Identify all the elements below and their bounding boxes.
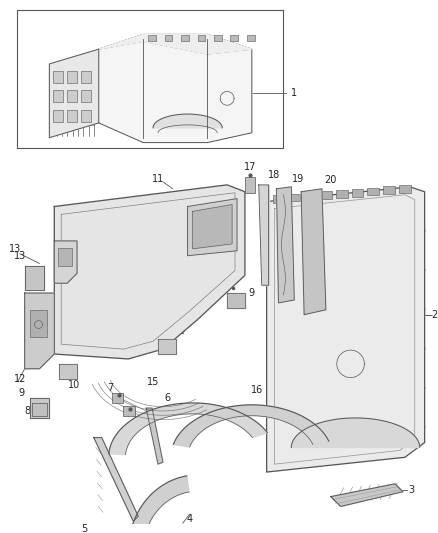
Polygon shape (30, 398, 49, 418)
Text: 16: 16 (251, 385, 263, 395)
Bar (53, 110, 63, 122)
Bar (148, 35, 156, 41)
Polygon shape (94, 438, 138, 521)
Bar (352, 189, 364, 197)
Bar (383, 187, 395, 195)
Bar (124, 406, 135, 416)
Polygon shape (32, 403, 47, 416)
Text: 10: 10 (68, 381, 80, 391)
Bar (304, 192, 316, 200)
Text: 14: 14 (79, 226, 91, 236)
Text: 18: 18 (268, 170, 281, 180)
Text: 9: 9 (249, 288, 255, 298)
Polygon shape (267, 187, 424, 472)
Text: 17: 17 (244, 162, 256, 172)
Polygon shape (259, 185, 268, 285)
Bar (245, 177, 255, 193)
Bar (247, 35, 255, 41)
Polygon shape (193, 205, 232, 249)
Polygon shape (54, 185, 245, 359)
Polygon shape (158, 340, 176, 354)
Bar (30, 310, 47, 337)
Bar (81, 91, 91, 102)
Polygon shape (301, 189, 326, 314)
Polygon shape (49, 49, 99, 138)
Bar (288, 193, 300, 201)
Text: 6: 6 (165, 393, 171, 403)
Text: 7: 7 (107, 383, 114, 393)
Bar (198, 35, 205, 41)
Bar (272, 195, 284, 203)
Polygon shape (99, 35, 252, 54)
Text: 7: 7 (133, 416, 139, 426)
Text: 9: 9 (19, 389, 25, 398)
Polygon shape (59, 364, 77, 378)
Text: 1: 1 (291, 88, 297, 99)
Bar (81, 71, 91, 83)
Text: 5: 5 (81, 524, 87, 533)
Text: 20: 20 (325, 175, 337, 185)
Text: 3: 3 (408, 484, 414, 495)
Bar (165, 35, 173, 41)
Bar (81, 110, 91, 122)
Bar (58, 248, 72, 265)
Polygon shape (146, 408, 163, 464)
Polygon shape (54, 241, 77, 283)
Text: 4: 4 (187, 514, 193, 524)
Text: 10: 10 (173, 326, 186, 336)
Bar (67, 91, 77, 102)
Text: 8: 8 (222, 278, 228, 288)
Bar (53, 71, 63, 83)
Polygon shape (276, 187, 294, 303)
Bar (112, 393, 124, 403)
Text: 8: 8 (25, 406, 31, 416)
Bar (367, 188, 379, 196)
Polygon shape (25, 265, 44, 290)
Polygon shape (25, 293, 54, 369)
Bar (53, 91, 63, 102)
Polygon shape (187, 199, 237, 256)
Bar (67, 110, 77, 122)
Text: 13: 13 (14, 251, 26, 261)
Text: 13: 13 (9, 244, 21, 254)
Bar (320, 191, 332, 199)
Bar (399, 185, 411, 193)
Polygon shape (291, 418, 420, 447)
Text: 2: 2 (431, 310, 438, 320)
Text: 11: 11 (152, 174, 164, 184)
Bar (17, 10, 283, 148)
Polygon shape (227, 293, 245, 308)
Bar (230, 35, 238, 41)
Bar (214, 35, 222, 41)
Polygon shape (331, 484, 403, 506)
Text: 12: 12 (14, 374, 26, 384)
Polygon shape (153, 114, 222, 128)
Bar (181, 35, 189, 41)
Polygon shape (109, 403, 267, 455)
Polygon shape (128, 476, 189, 533)
Bar (67, 71, 77, 83)
Text: 19: 19 (292, 174, 304, 184)
Text: 15: 15 (147, 376, 159, 386)
Polygon shape (99, 35, 252, 143)
Polygon shape (173, 405, 329, 447)
Bar (336, 190, 348, 198)
